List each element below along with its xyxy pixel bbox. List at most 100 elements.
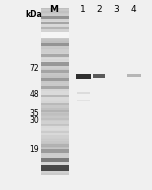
Bar: [41, 108, 69, 110]
Bar: [41, 118, 69, 120]
Bar: [41, 120, 69, 121]
Bar: [41, 54, 69, 56]
Bar: [41, 70, 69, 73]
Bar: [41, 51, 69, 53]
Bar: [41, 163, 69, 165]
Bar: [41, 149, 69, 153]
Text: 35: 35: [29, 108, 39, 118]
Bar: [41, 69, 69, 71]
Bar: [41, 146, 69, 148]
Text: kDa: kDa: [26, 10, 43, 19]
Bar: [41, 135, 69, 136]
Bar: [41, 168, 69, 170]
Bar: [41, 95, 69, 97]
Bar: [41, 32, 69, 38]
Bar: [41, 126, 69, 128]
Bar: [41, 116, 69, 118]
Bar: [41, 66, 69, 68]
Bar: [41, 151, 69, 153]
Bar: [41, 16, 69, 19]
Bar: [41, 101, 69, 103]
Text: M: M: [49, 5, 59, 14]
Bar: [41, 94, 69, 96]
Bar: [41, 144, 69, 147]
Bar: [41, 171, 69, 173]
Bar: [41, 121, 69, 123]
Bar: [41, 139, 69, 140]
Text: 2: 2: [96, 5, 102, 14]
Bar: [41, 140, 69, 141]
Bar: [93, 74, 105, 78]
Bar: [41, 59, 69, 61]
Bar: [41, 78, 69, 79]
Bar: [41, 21, 69, 23]
Bar: [41, 103, 69, 105]
Bar: [41, 8, 69, 175]
Bar: [41, 161, 69, 163]
Bar: [41, 34, 69, 36]
Text: 48: 48: [29, 90, 39, 99]
Bar: [41, 68, 69, 70]
Bar: [41, 158, 69, 162]
Bar: [41, 113, 69, 115]
Bar: [41, 43, 69, 46]
Bar: [41, 100, 69, 101]
Bar: [41, 131, 69, 133]
Bar: [77, 100, 90, 101]
Bar: [41, 110, 69, 111]
Bar: [41, 110, 69, 112]
Bar: [41, 173, 69, 175]
Bar: [41, 8, 69, 9]
Bar: [41, 91, 69, 93]
Bar: [41, 58, 69, 59]
Bar: [41, 61, 69, 63]
Bar: [41, 136, 69, 138]
Bar: [41, 71, 69, 73]
Bar: [41, 9, 69, 11]
Bar: [41, 22, 69, 24]
Bar: [41, 143, 69, 145]
Bar: [41, 44, 69, 46]
Bar: [41, 141, 69, 143]
Bar: [41, 39, 69, 41]
Bar: [41, 160, 69, 162]
Bar: [41, 41, 69, 43]
Bar: [41, 64, 69, 66]
Bar: [41, 165, 69, 171]
Bar: [41, 106, 69, 108]
Bar: [41, 76, 69, 78]
Bar: [41, 86, 69, 88]
Bar: [41, 150, 69, 151]
Bar: [41, 27, 69, 29]
Bar: [41, 36, 69, 38]
Text: 19: 19: [29, 145, 39, 154]
Bar: [41, 166, 69, 168]
Bar: [41, 53, 69, 54]
Bar: [41, 124, 69, 126]
Bar: [41, 130, 69, 131]
Bar: [41, 158, 69, 160]
Bar: [41, 62, 69, 66]
Bar: [41, 28, 69, 29]
Bar: [41, 165, 69, 166]
Bar: [41, 74, 69, 76]
Bar: [41, 156, 69, 158]
Bar: [41, 48, 69, 49]
Bar: [41, 29, 69, 31]
Bar: [41, 78, 69, 81]
Bar: [41, 133, 69, 135]
Bar: [41, 26, 69, 28]
Bar: [41, 115, 69, 116]
Bar: [41, 63, 69, 64]
Text: 3: 3: [113, 5, 119, 14]
Bar: [41, 24, 69, 26]
Bar: [77, 92, 90, 94]
Bar: [41, 96, 69, 98]
Bar: [41, 14, 69, 16]
Bar: [41, 145, 69, 146]
Bar: [41, 103, 69, 105]
Bar: [41, 33, 69, 34]
Bar: [41, 98, 69, 100]
Bar: [41, 49, 69, 51]
Bar: [41, 13, 69, 14]
